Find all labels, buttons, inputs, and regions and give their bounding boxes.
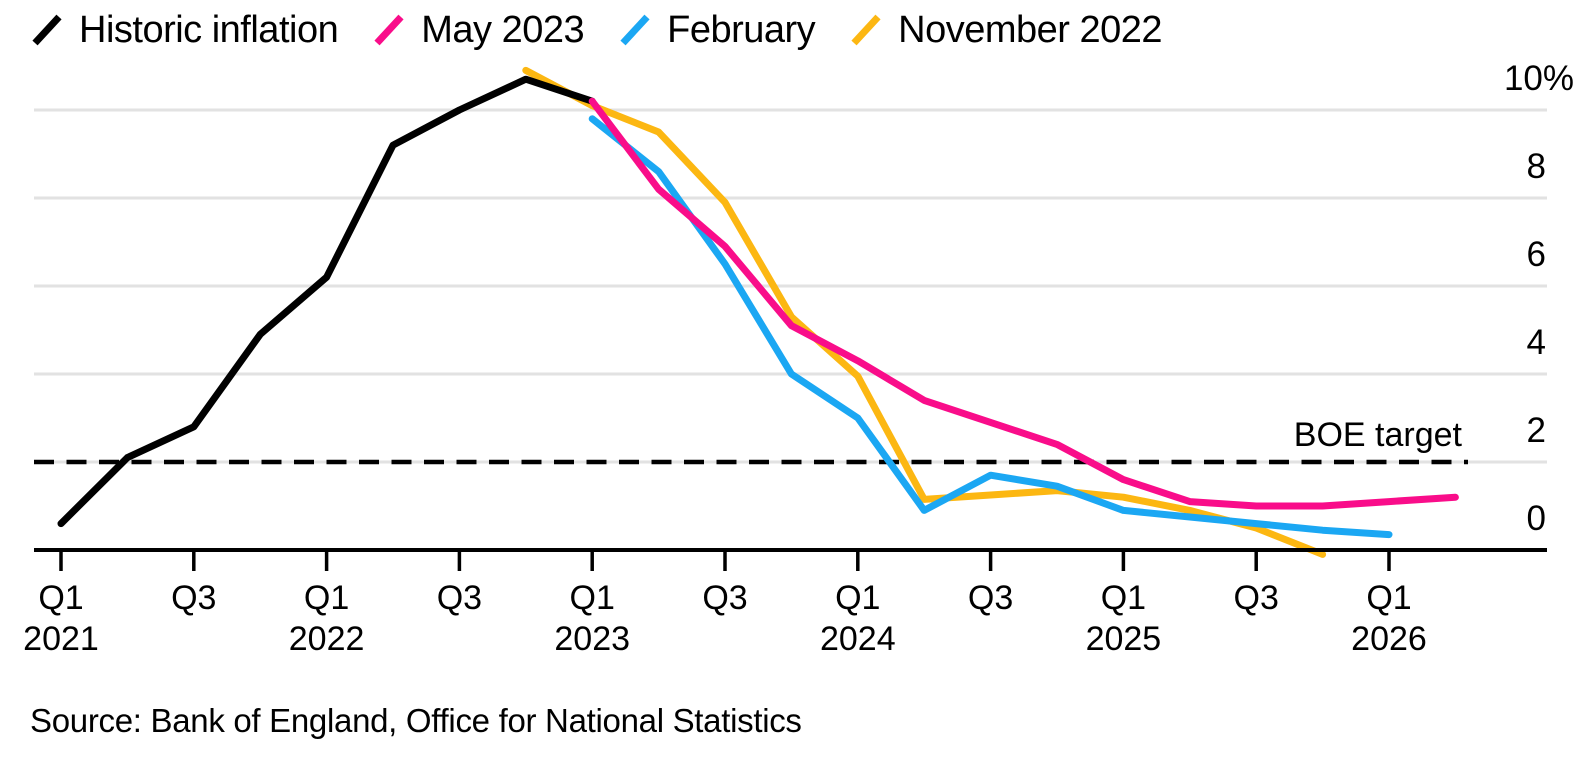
x-tick-label-year: 2026 xyxy=(1351,620,1427,658)
boe-target-label: BOE target xyxy=(1294,416,1463,454)
legend-label-historic-inflation: Historic inflation xyxy=(79,9,339,51)
x-tick-label-quarter: Q3 xyxy=(171,579,216,617)
x-tick-label-quarter: Q1 xyxy=(835,579,880,617)
x-tick-label-year: 2021 xyxy=(23,620,99,658)
legend-item-february: February xyxy=(616,4,816,56)
series-line-may_2023 xyxy=(588,97,1459,510)
x-tick-label-quarter: Q3 xyxy=(702,579,747,617)
legend-item-november-2022: November 2022 xyxy=(847,4,1163,56)
x-tick-label-quarter: Q3 xyxy=(1234,579,1279,617)
x-tick-label-quarter: Q3 xyxy=(968,579,1013,617)
x-tick-label-quarter: Q1 xyxy=(1366,579,1411,617)
legend-item-historic-inflation: Historic inflation xyxy=(28,4,339,56)
legend-label-february: February xyxy=(667,9,816,51)
x-tick-label-quarter: Q3 xyxy=(437,579,482,617)
series-line-historic xyxy=(57,75,596,528)
y-tick-label-4: 4 xyxy=(1527,323,1546,362)
x-tick-label-quarter: Q1 xyxy=(1101,579,1146,617)
x-tick-label-quarter: Q1 xyxy=(38,579,83,617)
legend-label-may-2023: May 2023 xyxy=(421,9,585,51)
x-tick-label-year: 2025 xyxy=(1086,620,1162,658)
y-tick-label-10: 10% xyxy=(1504,59,1574,98)
x-tick-label-year: 2022 xyxy=(289,620,365,658)
legend: Historic inflation May 2023 February Nov… xyxy=(28,4,1163,56)
legend-label-november-2022: November 2022 xyxy=(898,9,1163,51)
line-swatch-icon xyxy=(851,14,881,46)
x-tick-label-year: 2023 xyxy=(554,620,630,658)
x-tick-label-quarter: Q1 xyxy=(570,579,615,617)
line-swatch-icon xyxy=(620,14,650,46)
series-line-february xyxy=(588,115,1393,539)
legend-item-may-2023: May 2023 xyxy=(370,4,585,56)
x-tick-label-quarter: Q1 xyxy=(304,579,349,617)
source-note: Source: Bank of England, Office for Nati… xyxy=(30,702,802,739)
y-tick-label-0: 0 xyxy=(1527,499,1546,538)
y-tick-label-6: 6 xyxy=(1527,235,1546,274)
line-swatch-icon xyxy=(374,14,404,46)
y-tick-label-8: 8 xyxy=(1527,147,1546,186)
x-tick-label-year: 2024 xyxy=(820,620,896,658)
y-tick-label-2: 2 xyxy=(1527,411,1546,450)
series-line-november_2022 xyxy=(522,66,1327,558)
line-swatch-icon xyxy=(32,14,62,46)
